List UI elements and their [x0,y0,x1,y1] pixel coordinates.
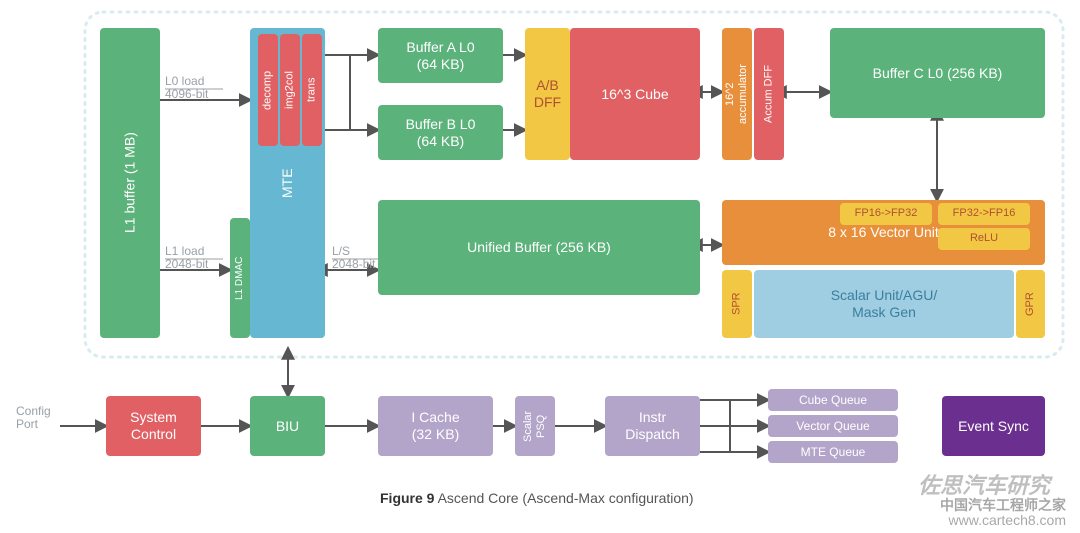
block-ubuf: Unified Buffer (256 KB) [378,200,700,295]
block-bufA: Buffer A L0(64 KB) [378,28,503,83]
block-l1buf: L1 buffer (1 MB) [100,28,160,338]
block-accum: 16^2accumulator [722,28,752,160]
block-vecq: Vector Queue [768,415,898,437]
label-l0load: L0 load4096-bit [165,75,208,101]
block-bufB: Buffer B L0(64 KB) [378,105,503,160]
block-abdff: A/BDFF [525,28,570,160]
block-mteq: MTE Queue [768,441,898,463]
block-sysctrl: SystemControl [106,396,201,456]
block-fp3216: FP32->FP16 [938,203,1030,225]
block-trans: trans [302,34,322,146]
label-l1load: L1 load2048-bit [165,245,208,271]
block-biu: BIU [250,396,325,456]
block-relu: ReLU [938,228,1030,250]
figure-caption: Figure 9 Ascend Core (Ascend-Max configu… [380,490,694,506]
block-gpr: GPR [1016,270,1045,338]
label-config: ConfigPort [16,405,51,431]
block-scalar: Scalar Unit/AGU/Mask Gen [754,270,1014,338]
block-l1dmac: L1 DMAC [230,218,250,338]
block-scalarpsq: ScalarPSQ [515,396,555,456]
block-bufC: Buffer C L0 (256 KB) [830,28,1045,118]
block-evsync: Event Sync [942,396,1045,456]
block-cubeq: Cube Queue [768,389,898,411]
watermark-3: www.cartech8.com [949,512,1066,528]
block-idispatch: InstrDispatch [605,396,700,456]
block-decomp: decomp [258,34,278,146]
block-spr: SPR [722,270,752,338]
block-accdff: Accum DFF [754,28,784,160]
block-icache: I Cache(32 KB) [378,396,493,456]
label-ls: L/S2048-bit [332,245,375,271]
block-cube: 16^3 Cube [570,28,700,160]
block-fp1632: FP16->FP32 [840,203,932,225]
block-img2col: img2col [280,34,300,146]
